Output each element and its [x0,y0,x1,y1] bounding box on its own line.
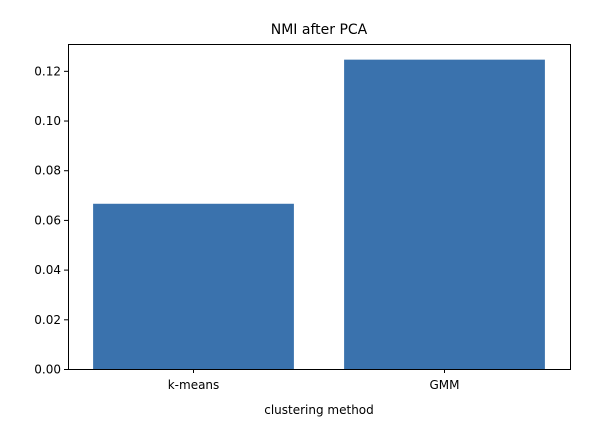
y-tick-label: 0.10 [34,114,61,128]
y-tick-label: 0.08 [34,164,61,178]
y-tick-label: 0.02 [34,313,61,327]
x-axis-label: clustering method [264,403,374,417]
x-tick-label: GMM [429,378,459,392]
bar-k-means [93,203,294,369]
y-tick-label: 0.00 [34,363,61,377]
y-tick-label: 0.12 [34,64,61,78]
bar-gmm [344,59,545,369]
x-axis-ticks: k-means GMM [168,369,460,392]
plot-frame [68,44,571,370]
bars-group [93,59,545,369]
y-tick-label: 0.06 [34,213,61,227]
x-tick-label: k-means [168,378,220,392]
y-tick-label: 0.04 [34,263,61,277]
chart-title: NMI after PCA [271,22,368,38]
y-axis-ticks: 0.00 0.02 0.04 0.06 0.08 0.10 0.12 [34,64,68,377]
